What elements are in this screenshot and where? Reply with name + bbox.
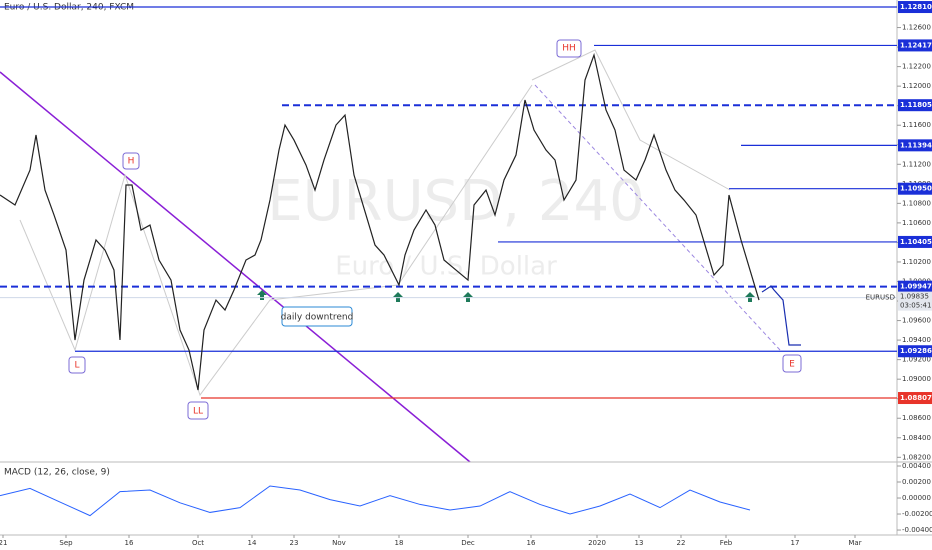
- price-line: [0, 485, 751, 517]
- level-label: 1.11394: [900, 141, 932, 149]
- x-tick-label: Mar: [848, 539, 861, 547]
- x-tick-label: 2020: [588, 539, 606, 547]
- level-label: 1.12417: [900, 41, 932, 49]
- x-tick-label: 13: [635, 539, 644, 547]
- level-tag: [898, 280, 932, 293]
- price-label: 1.09835: [900, 293, 929, 301]
- level-tag: [898, 235, 932, 248]
- y-tick-label: 1.10200: [902, 258, 931, 266]
- annotation: daily downtrend: [281, 313, 354, 323]
- x-tick-label: 23: [290, 539, 299, 547]
- x-tick-label: 22: [677, 539, 686, 547]
- level-label: 1.10405: [900, 238, 932, 246]
- y-tick-label: 1.09200: [902, 356, 931, 364]
- y-tick-label: 1.12000: [902, 82, 931, 90]
- level-label: 1.10950: [900, 185, 932, 193]
- level-tag: [898, 99, 932, 112]
- y-tick-label: 0.00400: [902, 462, 931, 470]
- price-line: [0, 52, 760, 391]
- x-tick-label: 21: [0, 539, 7, 547]
- watermark: EURUSD, 240: [267, 169, 644, 234]
- countdown: 03:05:41: [900, 302, 931, 310]
- annotation: E: [789, 360, 795, 370]
- level-tag: [898, 39, 932, 52]
- macd-title: MACD (12, 26, close, 9): [4, 468, 110, 478]
- level-tag: [898, 182, 932, 195]
- x-tick-label: Oct: [192, 539, 204, 547]
- level-label: 1.09286: [900, 347, 932, 355]
- annotation: HH: [562, 44, 576, 54]
- y-tick-label: -0.00400: [902, 526, 932, 534]
- y-tick-label: 1.10600: [902, 219, 931, 227]
- annotation: H: [128, 157, 135, 167]
- x-tick-label: Feb: [720, 539, 733, 547]
- x-tick-label: Dec: [461, 539, 475, 547]
- y-tick-label: 1.11200: [902, 160, 931, 168]
- level-label: 1.08807: [900, 394, 932, 402]
- watermark: Euro / U.S. Dollar: [335, 252, 557, 282]
- x-tick-label: 17: [791, 539, 800, 547]
- price-line: [761, 285, 801, 346]
- y-tick-label: 0.00200: [902, 478, 931, 486]
- y-tick-label: 1.10800: [902, 199, 931, 207]
- y-tick-label: 1.08600: [902, 414, 931, 422]
- level-label: 1.12810: [900, 3, 932, 11]
- y-tick-label: -0.00200: [902, 510, 932, 518]
- y-tick-label: 0.00000: [902, 494, 931, 502]
- drawings: [0, 39, 802, 463]
- x-tick-label: 18: [395, 539, 404, 547]
- level-tag: [898, 392, 932, 405]
- x-tick-label: Sep: [59, 539, 73, 547]
- level-label: 1.09947: [900, 283, 932, 291]
- y-tick-label: 1.12600: [902, 24, 931, 32]
- x-tick-label: Nov: [332, 539, 346, 547]
- x-tick-label: 14: [248, 539, 257, 547]
- price-tag: [898, 291, 932, 311]
- level-tag: [898, 139, 932, 152]
- annotation: LL: [193, 407, 203, 417]
- level-label: 1.11805: [900, 101, 932, 109]
- y-tick-label: 1.09600: [902, 317, 931, 325]
- y-tick-label: 1.08200: [902, 453, 931, 461]
- x-tick-label: 16: [125, 539, 134, 547]
- y-tick-label: 1.09000: [902, 375, 931, 383]
- y-tick-label: 1.09400: [902, 336, 931, 344]
- x-tick-label: 16: [527, 539, 536, 547]
- level-tag: [898, 345, 932, 358]
- annotation: L: [74, 361, 79, 371]
- level-tag: [898, 1, 932, 14]
- y-tick-label: 1.12200: [902, 63, 931, 71]
- y-tick-label: 1.08400: [902, 434, 931, 442]
- symbol-label: EURUSD: [866, 294, 895, 302]
- y-tick-label: 1.11600: [902, 121, 931, 129]
